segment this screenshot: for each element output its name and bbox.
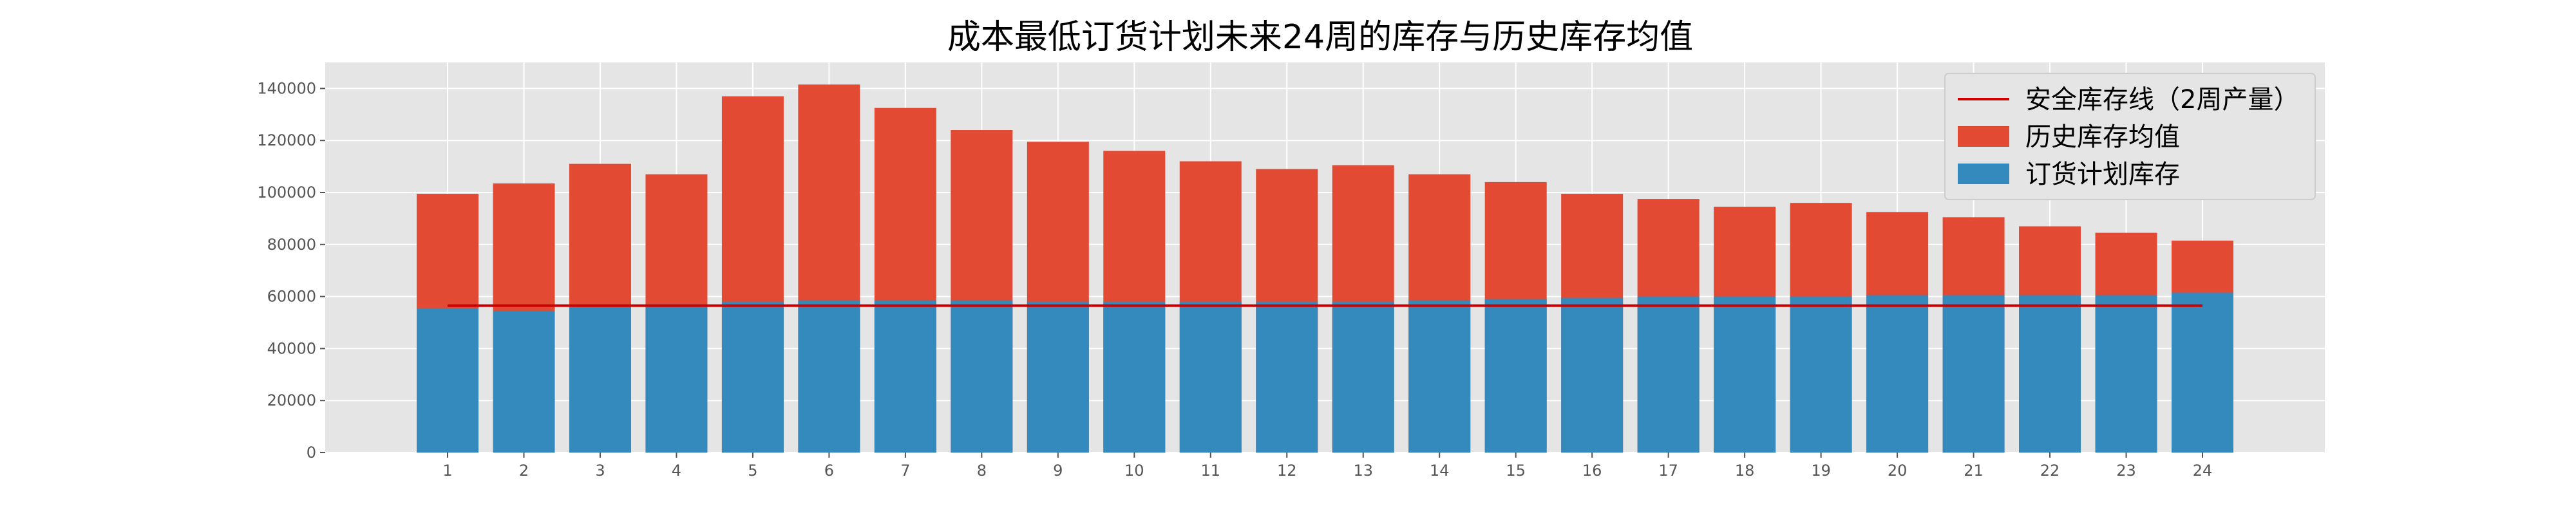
plan-inventory-bar — [1637, 296, 1700, 453]
plan-inventory-bar — [417, 308, 478, 453]
plan-inventory-bar — [1179, 301, 1242, 453]
plan-inventory-bar — [493, 310, 555, 453]
plan-inventory-bar — [1332, 301, 1394, 453]
plan-inventory-bar — [721, 301, 784, 453]
plan-inventory-bar — [1256, 301, 1318, 453]
x-tick-label: 2 — [519, 462, 529, 480]
x-tick-label: 24 — [2193, 462, 2213, 480]
x-tick-label: 19 — [1811, 462, 1831, 480]
x-tick-label: 14 — [1430, 462, 1450, 480]
y-tick-label: 60000 — [267, 288, 316, 306]
y-tick-label: 40000 — [267, 339, 316, 357]
x-tick-label: 1 — [442, 462, 452, 480]
legend-label: 安全库存线（2周产量） — [2025, 85, 2299, 115]
x-tick-label: 13 — [1353, 462, 1373, 480]
legend-label: 订货计划库存 — [2025, 160, 2180, 189]
legend-label: 历史库存均值 — [2025, 122, 2180, 152]
x-tick-label: 11 — [1201, 462, 1221, 480]
plan-inventory-bar — [1790, 296, 1852, 453]
chart-title: 成本最低订货计划未来24周的库存与历史库存均值 — [947, 18, 1693, 57]
x-tick-label: 5 — [748, 462, 757, 480]
x-tick-label: 15 — [1506, 462, 1526, 480]
x-tick-label: 22 — [2040, 462, 2060, 480]
x-tick-label: 23 — [2116, 462, 2136, 480]
x-axis: 1 2 3 4 5 6 7 8 9 10 11 12 13 14 15 16 17 18 19 20 21 22 23 24 — [442, 453, 2212, 480]
plan-inventory-bar — [2172, 292, 2233, 453]
legend-bar-swatch — [1958, 164, 2009, 184]
y-axis: 0 20000 40000 60000 80000 100000 120000 140000 — [257, 79, 325, 462]
y-tick-label: 80000 — [267, 236, 316, 254]
y-tick-label: 20000 — [267, 391, 316, 409]
plan-inventory-bar — [1027, 301, 1089, 453]
plan-inventory-bar — [798, 300, 860, 453]
plan-inventory-bar — [1484, 299, 1547, 453]
x-tick-label: 9 — [1053, 462, 1063, 480]
plan-inventory-bar — [1103, 301, 1166, 453]
plan-inventory-bar — [951, 300, 1013, 453]
x-tick-label: 7 — [900, 462, 910, 480]
plan-inventory-bar — [2019, 295, 2081, 453]
x-tick-label: 8 — [977, 462, 987, 480]
plan-inventory-bar — [1714, 296, 1776, 453]
x-tick-label: 4 — [672, 462, 681, 480]
plan-inventory-bar — [645, 304, 708, 453]
x-tick-label: 18 — [1735, 462, 1755, 480]
x-tick-label: 10 — [1124, 462, 1144, 480]
plan-inventory-bar — [569, 306, 631, 453]
plan-inventory-bar — [874, 300, 936, 453]
plan-inventory-bar — [1942, 295, 2005, 453]
y-tick-label: 0 — [307, 444, 316, 462]
x-tick-label: 21 — [1964, 462, 1984, 480]
bars — [417, 84, 2233, 453]
y-tick-label: 100000 — [257, 183, 316, 201]
x-tick-label: 12 — [1277, 462, 1297, 480]
legend-box — [1944, 73, 2316, 200]
plan-inventory-bar — [1866, 295, 1929, 453]
x-tick-label: 6 — [824, 462, 834, 480]
plan-inventory-bar — [1561, 297, 1624, 453]
x-tick-label: 16 — [1582, 462, 1602, 480]
plan-inventory-bar — [1408, 300, 1471, 453]
x-tick-label: 17 — [1658, 462, 1678, 480]
y-tick-label: 140000 — [257, 79, 316, 97]
legend-bar-swatch — [1958, 126, 2009, 147]
x-tick-label: 20 — [1888, 462, 1908, 480]
x-tick-label: 3 — [595, 462, 605, 480]
plan-inventory-bar — [2095, 295, 2157, 453]
y-tick-label: 120000 — [257, 131, 316, 149]
